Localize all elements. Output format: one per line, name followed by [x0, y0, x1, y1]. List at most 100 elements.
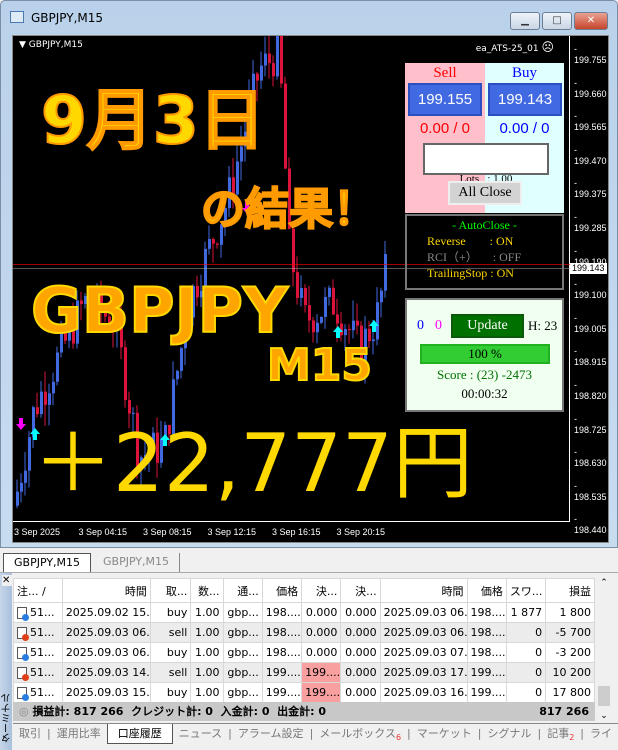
terminal-tab[interactable]: 記事2	[541, 724, 580, 744]
candle-body	[232, 177, 235, 195]
scroll-up-icon[interactable]: ⌃	[600, 578, 608, 588]
terminal-tab[interactable]: 取引	[13, 724, 47, 744]
column-header[interactable]: 損益	[545, 578, 595, 603]
candle-body	[304, 288, 307, 306]
buy-label: Buy	[511, 65, 537, 81]
candle-body	[308, 305, 311, 321]
terminal-tab[interactable]: ニュース	[173, 724, 228, 744]
cell-text: 1.00	[195, 646, 220, 659]
tab-label: シグナル	[487, 727, 532, 740]
cell: 0.000	[301, 602, 342, 623]
column-header[interactable]: 決...	[340, 578, 381, 603]
buy-button[interactable]: 199.143	[488, 83, 562, 116]
candle-body	[328, 287, 331, 297]
terminal-tab[interactable]: シグナル	[481, 724, 537, 744]
terminal-tab[interactable]: 運用比率	[51, 724, 107, 744]
terminal-tab[interactable]: マーケット	[411, 724, 478, 744]
minimize-button[interactable]: ▁	[510, 12, 540, 30]
candle-body	[204, 248, 207, 291]
sell-signal-arrow-icon	[16, 418, 26, 430]
candle-body	[148, 452, 151, 455]
table-row[interactable]: 51... 2025.09.03 06... buy 1.00 gbp... 198...…	[13, 642, 595, 663]
cell: 198....	[466, 622, 507, 643]
table-row[interactable]: 51... 2025.09.02 15... buy 1.00 gbp... 198...…	[13, 602, 595, 623]
tab-label: ニュース	[178, 727, 223, 740]
cell: 1.00	[190, 682, 224, 703]
cell-text: 0.000	[345, 606, 377, 619]
candle-body	[80, 300, 83, 304]
cell-text: gbp...	[227, 626, 259, 639]
chart-tab[interactable]: GBPJPY,M15	[93, 553, 181, 572]
candle-body	[312, 320, 315, 333]
candle-body	[132, 412, 135, 414]
candle-body	[32, 407, 35, 438]
all-close-button[interactable]: All Close	[448, 181, 522, 205]
maximize-button[interactable]: □	[542, 12, 572, 30]
candle-body	[156, 432, 159, 463]
cell: 199....	[301, 682, 342, 703]
ea-name: ea_ATS-25_01	[475, 44, 539, 54]
candle-body	[276, 36, 279, 77]
column-header[interactable]: 取...	[149, 578, 192, 603]
candle-body	[336, 314, 339, 324]
terminal-tab[interactable]: メールボックス6	[313, 724, 407, 744]
table-row[interactable]: 51... 2025.09.03 14... sell 1.00 gbp... 199..…	[13, 662, 595, 683]
column-header[interactable]: 決...	[301, 578, 342, 603]
close-terminal-icon[interactable]: ✕	[2, 575, 12, 586]
cell: 51...	[13, 602, 63, 623]
cell: 199....	[261, 662, 303, 683]
cell-text: 199....	[305, 666, 341, 679]
cell-text: 1.00	[195, 626, 220, 639]
candle-body	[120, 316, 123, 348]
column-header[interactable]: 時間	[61, 578, 151, 603]
candle-body	[252, 73, 255, 100]
price-chart[interactable]: ▼ GBPJPY,M15 ea_ATS-25_01 ☹ - 199.755 - 1…	[12, 35, 609, 543]
column-header[interactable]: 通...	[222, 578, 263, 603]
tab-separator: |	[537, 727, 542, 740]
close-button[interactable]: ✕	[574, 12, 608, 30]
candle-body	[272, 63, 275, 77]
scroll-thumb[interactable]	[598, 686, 610, 706]
app-icon	[10, 11, 24, 23]
symbol-text: GBPJPY,M15	[28, 40, 83, 50]
column-header[interactable]: 価格	[261, 578, 303, 603]
cell: 199....	[301, 662, 342, 683]
candle-body	[356, 320, 359, 326]
column-header[interactable]: 時間	[379, 578, 468, 603]
count-magenta: 0	[435, 318, 442, 333]
chart-window: GBPJPY,M15 ▁ □ ✕ ▼ GBPJPY,M15 ea_ATS-25_…	[0, 0, 618, 548]
candle-body	[84, 296, 87, 304]
cell: 17 800	[545, 682, 595, 703]
cell: 51...	[13, 622, 63, 643]
column-header[interactable]: スワ...	[505, 578, 547, 603]
column-header[interactable]: 数...	[190, 578, 224, 603]
candle-body	[360, 325, 363, 363]
scroll-down-icon[interactable]: ⌄	[600, 711, 608, 721]
terminal-tab[interactable]: アラーム設定	[232, 724, 310, 744]
candle-body	[24, 470, 27, 483]
table-row[interactable]: 51... 2025.09.03 06... sell 1.00 gbp... 198..…	[13, 622, 595, 643]
column-header[interactable]: 注... /	[13, 578, 63, 603]
cell: 10 200	[545, 662, 595, 683]
candle-body	[212, 239, 215, 244]
vertical-scrollbar[interactable]: ⌃ ⌄	[596, 578, 612, 721]
candle-body	[20, 482, 23, 492]
cell-text: 0.000	[305, 626, 338, 639]
cell-text: 198....	[470, 606, 506, 619]
candle-body	[40, 391, 43, 415]
column-header[interactable]: 価格	[466, 578, 507, 603]
candle-body	[152, 432, 155, 453]
table-row[interactable]: 51... 2025.09.03 15... buy 1.00 gbp... 199...…	[13, 682, 595, 703]
sell-button[interactable]: 199.155	[408, 83, 482, 116]
terminal-tab[interactable]: ライ	[584, 724, 618, 744]
cell-text: 199....	[470, 666, 506, 679]
price-label: - 198.915	[574, 346, 607, 368]
chart-tab-active[interactable]: GBPJPY,M15	[3, 553, 92, 572]
count-blue: 0	[417, 318, 424, 333]
cell: 199....	[261, 682, 303, 703]
summary-text: 損益計: 817 266 クレジット計: 0 入金計: 0 出金計: 0	[32, 705, 327, 718]
terminal-tab[interactable]: 口座履歴	[106, 724, 173, 744]
candle-body	[264, 53, 267, 66]
tab-badge: 6	[395, 733, 402, 743]
update-button[interactable]: Update	[451, 314, 524, 338]
